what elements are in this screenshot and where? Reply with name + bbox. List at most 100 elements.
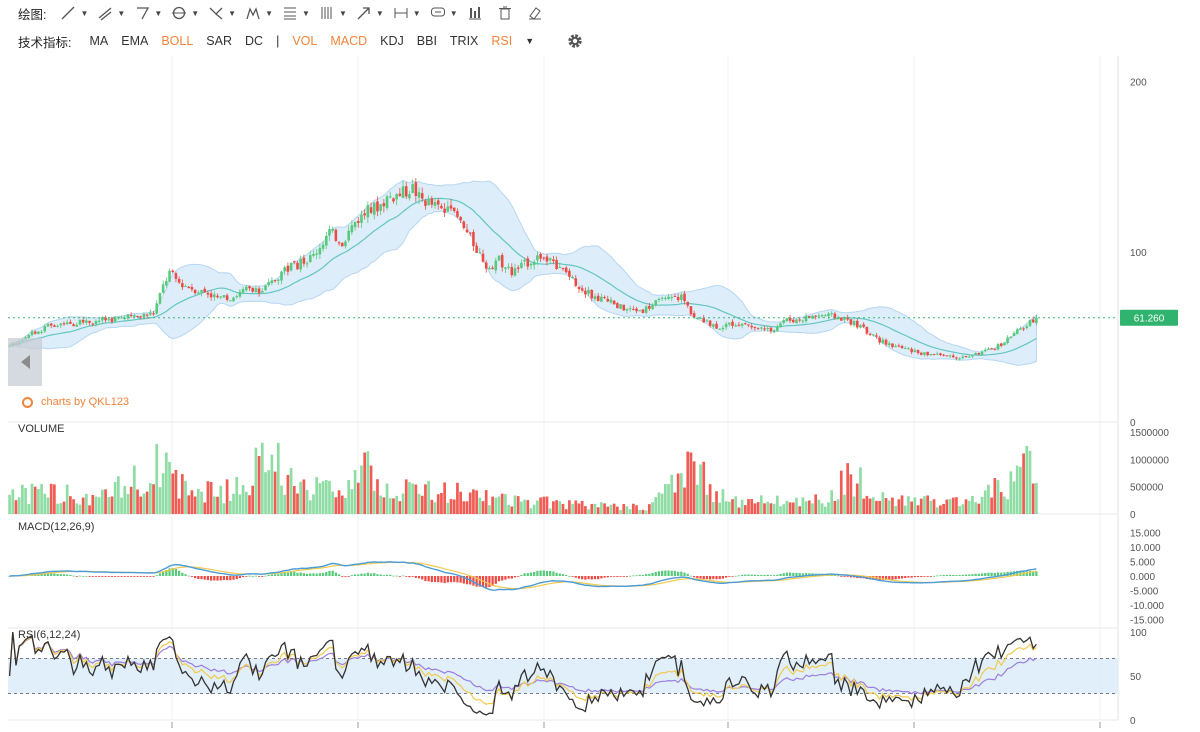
volume-axis-tick: 500000 bbox=[1130, 483, 1164, 494]
macd-bar bbox=[1019, 570, 1022, 576]
volume-bar bbox=[711, 502, 715, 514]
candle-body bbox=[404, 186, 408, 197]
macd-bar bbox=[302, 573, 306, 576]
macd-bar bbox=[667, 570, 670, 576]
candle-body bbox=[388, 196, 392, 198]
tool-polygon-tool[interactable]: ▼ bbox=[134, 5, 162, 21]
volume-bar bbox=[318, 483, 322, 514]
candle-body bbox=[280, 271, 283, 281]
volume-bar bbox=[820, 503, 824, 514]
macd-bar bbox=[833, 575, 836, 576]
tool-comment-tool[interactable]: ▼ bbox=[430, 5, 458, 21]
candlesticks bbox=[8, 178, 1038, 361]
candle-body bbox=[667, 296, 670, 299]
volume-bar bbox=[823, 506, 827, 514]
macd-bar bbox=[315, 573, 318, 576]
candle-body bbox=[680, 294, 683, 300]
volume-bar bbox=[977, 503, 981, 514]
indicator-boll[interactable]: BOLL bbox=[161, 34, 194, 48]
candle-body bbox=[919, 352, 923, 355]
tool-gann-tool[interactable]: ▼ bbox=[319, 5, 347, 21]
macd-bar bbox=[657, 571, 661, 576]
volume-bar bbox=[129, 486, 133, 514]
tool-trash[interactable] bbox=[497, 5, 513, 21]
volume-bar bbox=[500, 493, 504, 514]
tool-fibonacci-tool[interactable]: ▼ bbox=[282, 5, 310, 21]
candle-body bbox=[1022, 328, 1025, 330]
tool-bar-pattern[interactable] bbox=[467, 5, 483, 21]
volume-bar bbox=[206, 481, 210, 514]
macd-bar bbox=[849, 576, 852, 578]
tool-ray-tool[interactable]: ▼ bbox=[97, 5, 125, 21]
volume-bar bbox=[871, 497, 875, 514]
chart-area[interactable]: 61.260 200 100 0 VOLUME 1500000 1000000 500000 0… bbox=[0, 56, 1200, 732]
indicator-rsi[interactable]: RSI bbox=[491, 34, 513, 48]
volume-axis-tick: 0 bbox=[1130, 510, 1136, 521]
macd-bar bbox=[334, 572, 337, 576]
macd-bar bbox=[513, 576, 517, 578]
macd-bar bbox=[363, 573, 366, 576]
candle-body bbox=[436, 200, 440, 205]
tool-circle-tool[interactable]: ▼ bbox=[171, 5, 199, 21]
rsi-title: RSI(6,12,24) bbox=[18, 629, 80, 641]
macd-bar bbox=[117, 576, 120, 577]
indicator-trix[interactable]: TRIX bbox=[449, 34, 479, 48]
candle-body bbox=[222, 295, 226, 298]
indicator-ema[interactable]: EMA bbox=[121, 34, 149, 48]
volume-bar bbox=[187, 495, 191, 514]
indicator-macd[interactable]: MACD bbox=[330, 34, 368, 48]
macd-bar bbox=[126, 576, 130, 577]
rsi-axis-tick: 50 bbox=[1130, 672, 1142, 683]
volume-bar bbox=[168, 461, 171, 514]
indicator-sar[interactable]: SAR bbox=[206, 34, 232, 48]
price-axis-tick: 100 bbox=[1130, 248, 1147, 259]
candle-body bbox=[779, 323, 782, 328]
macd-bar bbox=[1016, 570, 1019, 576]
candle-body bbox=[782, 320, 785, 324]
macd-bar bbox=[785, 572, 789, 576]
indicator-kdj[interactable]: KDJ bbox=[380, 34, 404, 48]
volume-bar bbox=[8, 494, 11, 514]
more-indicators-caret[interactable]: ▼ bbox=[525, 36, 535, 46]
macd-bar bbox=[801, 573, 805, 576]
volume-bar bbox=[216, 496, 219, 514]
price-axis-tick: 200 bbox=[1130, 78, 1147, 89]
candle-body bbox=[740, 323, 744, 326]
volume-bar bbox=[133, 465, 136, 514]
tool-fork-tool[interactable]: ▼ bbox=[208, 5, 236, 21]
candle-body bbox=[293, 261, 296, 263]
candle-body bbox=[942, 354, 945, 356]
macd-bar bbox=[376, 574, 379, 576]
scroll-left-button[interactable] bbox=[8, 338, 42, 386]
volume-bar bbox=[651, 502, 654, 514]
macd-bar bbox=[494, 576, 497, 584]
tool-line-tool[interactable]: ▼ bbox=[60, 5, 88, 21]
volume-bar bbox=[859, 467, 862, 514]
chevron-down-icon: ▼ bbox=[265, 8, 274, 18]
macd-bar bbox=[312, 573, 315, 576]
candle-body bbox=[177, 278, 181, 283]
indicator-ma[interactable]: MA bbox=[89, 34, 109, 48]
macd-bar bbox=[341, 576, 344, 577]
candle-body bbox=[593, 296, 597, 300]
volume-bar bbox=[628, 509, 632, 514]
volume-bar bbox=[69, 496, 72, 514]
tool-pattern-tool[interactable]: ▼ bbox=[245, 5, 273, 21]
volume-bar bbox=[283, 494, 287, 514]
tool-eraser[interactable] bbox=[527, 5, 543, 21]
volume-bar bbox=[417, 493, 421, 514]
indicator-dc[interactable]: DC bbox=[245, 34, 264, 48]
candle-body bbox=[1025, 326, 1029, 329]
tool-arrow-tool[interactable]: ▼ bbox=[356, 5, 384, 21]
tool-measure-tool[interactable]: ▼ bbox=[393, 5, 421, 21]
settings-gear-icon[interactable] bbox=[567, 33, 583, 49]
indicator-bbi[interactable]: BBI bbox=[416, 34, 437, 48]
price-axis-tick: 0 bbox=[1130, 418, 1136, 429]
macd-bar bbox=[194, 576, 197, 579]
volume-bar bbox=[689, 452, 693, 514]
volume-bar bbox=[654, 497, 658, 514]
candle-body bbox=[651, 305, 654, 310]
indicator-vol[interactable]: VOL bbox=[292, 34, 318, 48]
volume-bar bbox=[625, 506, 629, 514]
candle-body bbox=[923, 352, 926, 355]
